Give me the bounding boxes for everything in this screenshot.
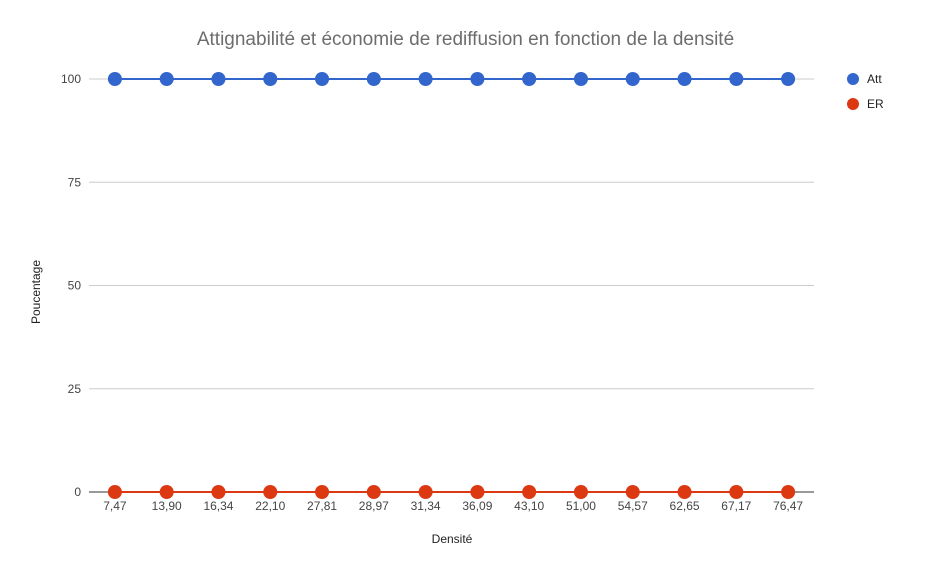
data-point[interactable] xyxy=(315,72,330,86)
data-point[interactable] xyxy=(729,72,744,86)
data-point[interactable] xyxy=(211,485,226,499)
data-point[interactable] xyxy=(263,72,278,86)
x-tick-label: 16,34 xyxy=(203,499,233,513)
data-point[interactable] xyxy=(418,72,433,86)
data-point[interactable] xyxy=(573,72,588,86)
x-tick-label: 28,97 xyxy=(359,499,389,513)
data-point[interactable] xyxy=(366,485,381,499)
legend-marker xyxy=(847,73,859,85)
x-tick-label: 67,17 xyxy=(721,499,751,513)
chart-title: Attignabilité et économie de rediffusion… xyxy=(196,29,735,50)
data-point[interactable] xyxy=(159,72,174,86)
data-point[interactable] xyxy=(107,72,122,86)
series-att xyxy=(107,72,796,86)
y-tick-label: 50 xyxy=(68,279,82,293)
data-point[interactable] xyxy=(781,485,796,499)
x-tick-label: 62,65 xyxy=(670,499,700,513)
x-tick-labels: 7,47 13,90 16,34 22,10 27,81 28,97 31,34 36,09 4… xyxy=(103,499,803,513)
data-point[interactable] xyxy=(625,485,640,499)
legend-label: ER xyxy=(867,97,884,111)
series-layer xyxy=(107,72,796,499)
y-tick-label: 100 xyxy=(61,72,81,86)
data-point[interactable] xyxy=(211,72,226,86)
series-er xyxy=(107,485,796,499)
legend-marker xyxy=(847,98,859,110)
x-tick-label: 51,00 xyxy=(566,499,596,513)
x-tick-label: 76,47 xyxy=(773,499,803,513)
data-point[interactable] xyxy=(781,72,796,86)
data-point[interactable] xyxy=(159,485,174,499)
x-tick-label: 43,10 xyxy=(514,499,544,513)
y-tick-labels: 0 25 50 75 100 xyxy=(61,72,81,499)
legend-label: Att xyxy=(867,72,882,86)
y-axis-title: Poucentage xyxy=(29,260,43,324)
x-axis-title: Densité xyxy=(432,532,473,546)
data-point[interactable] xyxy=(470,485,485,499)
data-point[interactable] xyxy=(522,72,537,86)
data-point[interactable] xyxy=(315,485,330,499)
data-point[interactable] xyxy=(677,485,692,499)
x-tick-label: 27,81 xyxy=(307,499,337,513)
gridlines xyxy=(89,78,814,390)
y-tick-label: 75 xyxy=(68,175,82,189)
data-point[interactable] xyxy=(263,485,278,499)
data-point[interactable] xyxy=(677,72,692,86)
x-tick-label: 54,57 xyxy=(618,499,648,513)
data-point[interactable] xyxy=(625,72,640,86)
data-point[interactable] xyxy=(366,72,381,86)
y-tick-label: 25 xyxy=(68,382,82,396)
legend: Att ER xyxy=(847,72,884,111)
x-tick-label: 7,47 xyxy=(103,499,127,513)
x-tick-label: 13,90 xyxy=(152,499,182,513)
data-point[interactable] xyxy=(107,485,122,499)
data-point[interactable] xyxy=(418,485,433,499)
data-point[interactable] xyxy=(729,485,744,499)
data-point[interactable] xyxy=(522,485,537,499)
x-tick-label: 31,34 xyxy=(411,499,441,513)
y-tick-label: 0 xyxy=(74,485,81,499)
data-point[interactable] xyxy=(470,72,485,86)
data-point[interactable] xyxy=(573,485,588,499)
x-tick-label: 36,09 xyxy=(462,499,492,513)
x-tick-label: 22,10 xyxy=(255,499,285,513)
